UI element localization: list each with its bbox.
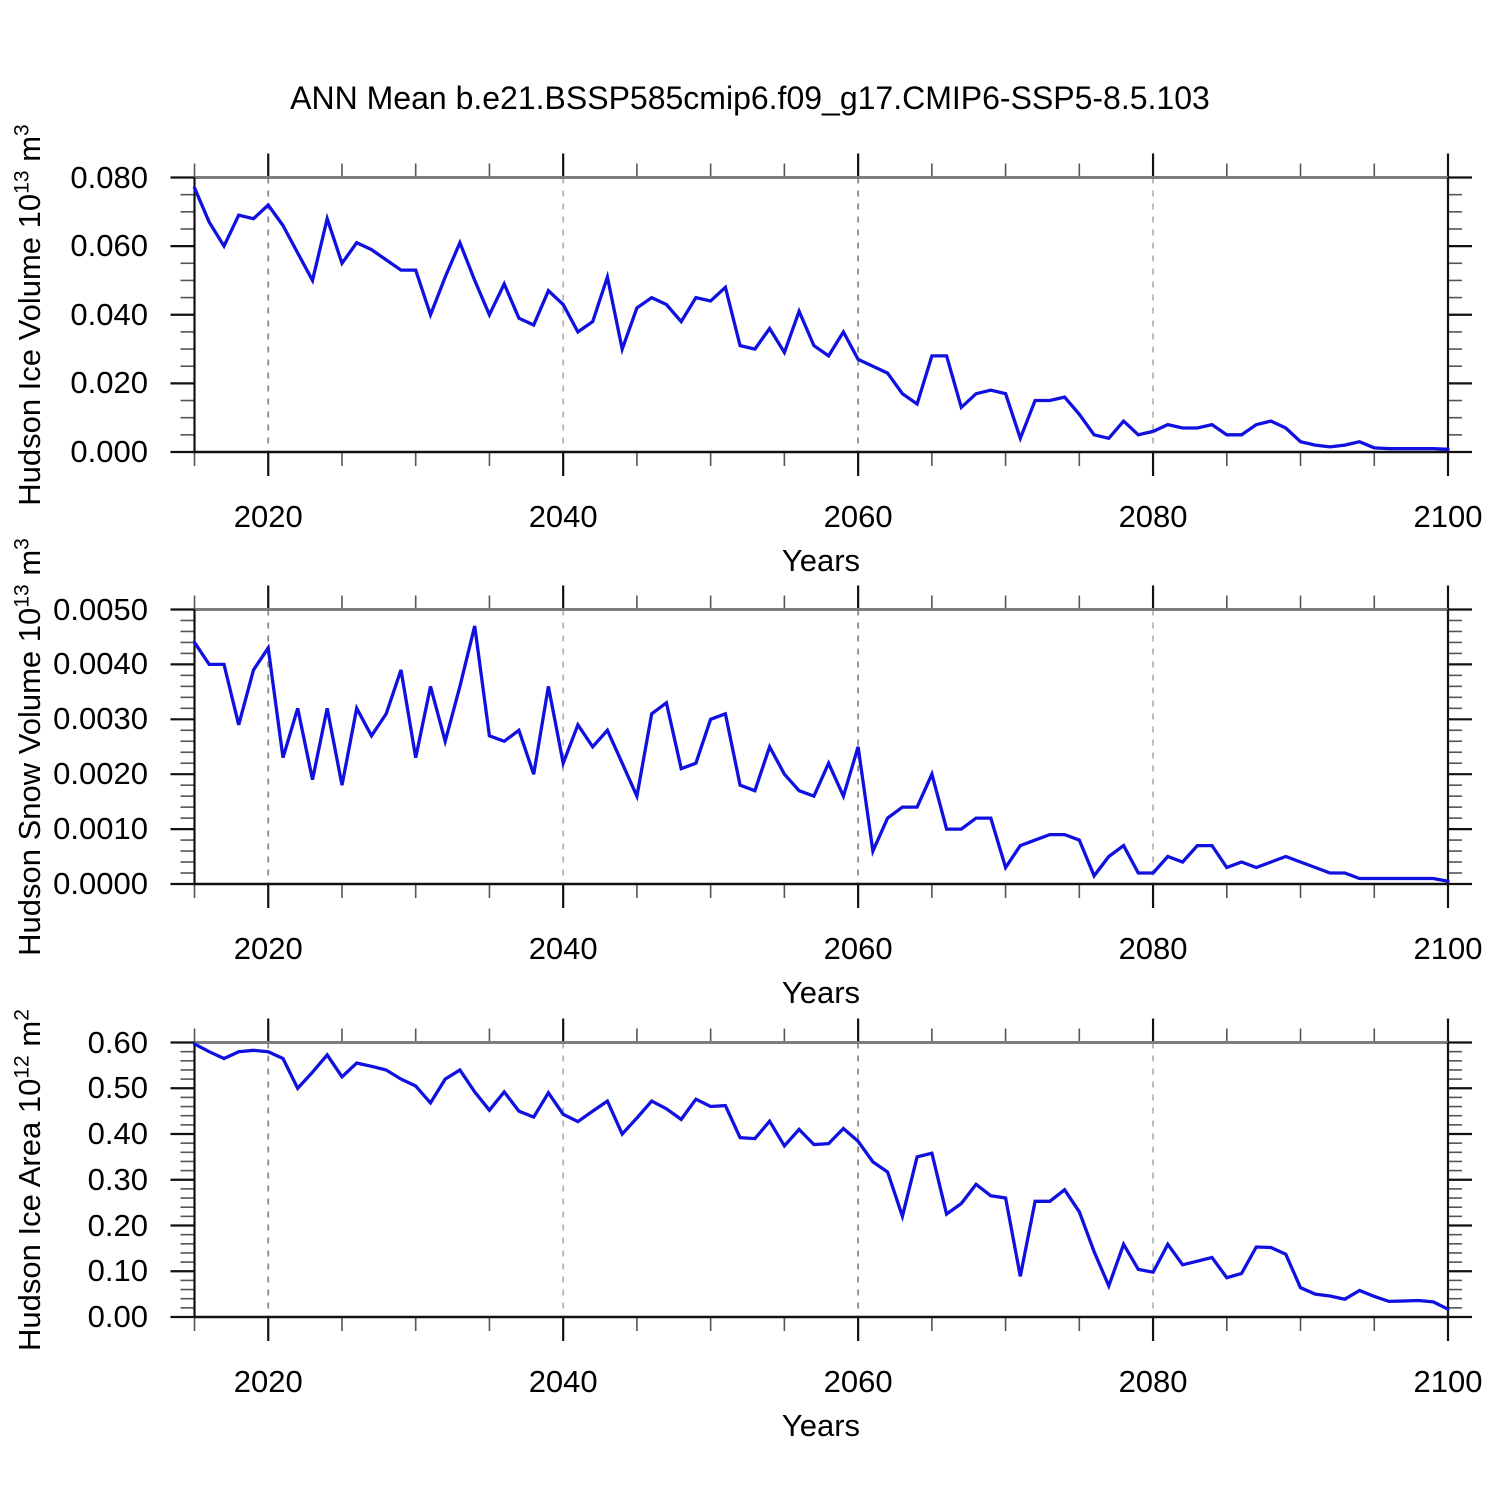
x-axis-title: Years: [781, 1408, 861, 1443]
y-tick-label: 0.40: [87, 1116, 148, 1151]
x-tick-label: 2100: [1413, 1364, 1483, 1399]
y-tick-label: 0.040: [70, 296, 148, 332]
y-tick-label: 0.0020: [53, 756, 148, 792]
data-line: [192, 186, 1450, 451]
x-tick-label: 2100: [1413, 499, 1483, 534]
y-tick-label: 0.060: [70, 228, 148, 264]
y-tick-label: 0.00: [87, 1299, 148, 1334]
y-tick-label: 0.50: [87, 1070, 148, 1106]
x-tick-label: 2060: [823, 931, 893, 966]
x-tick-label: 2060: [823, 499, 893, 534]
x-tick-label: 2020: [233, 931, 303, 966]
y-axis-title-unit-exponent: 3: [10, 123, 34, 136]
x-tick-label: 2020: [233, 499, 303, 534]
y-tick-label: 0.0050: [53, 591, 148, 627]
page-title: ANN Mean b.e21.BSSP585cmip6.f09_g17.CMIP…: [290, 80, 1210, 116]
x-tick-label: 2080: [1118, 499, 1188, 534]
y-tick-label: 0.000: [70, 434, 148, 469]
x-tick-label: 2040: [528, 1364, 598, 1399]
y-tick-label: 0.080: [70, 159, 148, 195]
y-tick-label: 0.10: [87, 1253, 148, 1289]
data-line: [192, 1042, 1450, 1311]
y-tick-label: 0.30: [87, 1161, 148, 1197]
y-tick-label: 0.020: [70, 365, 148, 401]
x-tick-label: 2020: [233, 1364, 303, 1399]
y-axis-title-unit-exponent: 2: [10, 1008, 34, 1021]
x-axis-title: Years: [781, 543, 861, 578]
x-tick-label: 2080: [1118, 1364, 1188, 1399]
x-tick-label: 2080: [1118, 931, 1188, 966]
y-tick-label: 0.0030: [53, 701, 148, 737]
y-tick-label: 0.20: [87, 1207, 148, 1243]
y-axis-title-unit: m: [12, 549, 47, 585]
x-axis-title: Years: [781, 975, 861, 1010]
data-line: [192, 625, 1450, 883]
y-tick-label: 0.60: [87, 1024, 148, 1060]
y-axis-title-unit-exponent: 3: [10, 537, 34, 550]
x-tick-label: 2040: [528, 499, 598, 534]
x-tick-label: 2040: [528, 931, 598, 966]
y-tick-label: 0.0010: [53, 811, 148, 847]
y-tick-label: 0.0000: [53, 866, 148, 901]
y-tick-label: 0.0040: [53, 646, 148, 682]
x-tick-label: 2100: [1413, 931, 1483, 966]
x-tick-label: 2060: [823, 1364, 893, 1399]
